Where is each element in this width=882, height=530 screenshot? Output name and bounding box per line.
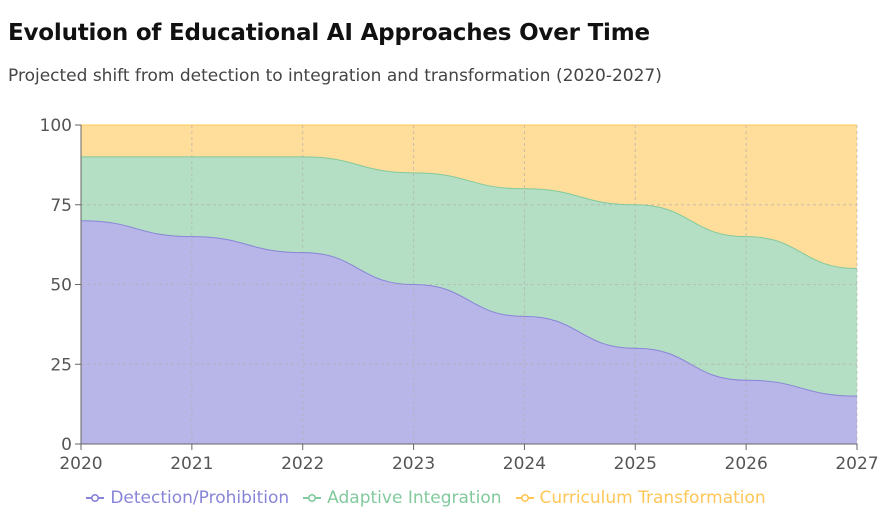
legend-item[interactable]: Curriculum Transformation: [515, 488, 766, 508]
area-curriculum-transformation: [81, 125, 857, 269]
y-tick-label: 100: [40, 116, 72, 136]
legend-label: Detection/Prohibition: [110, 488, 290, 508]
y-tick-label: 25: [50, 355, 72, 375]
legend-item[interactable]: Adaptive Integration: [303, 488, 502, 508]
area-layer: [81, 125, 857, 444]
line-adaptive-integration: [81, 156, 858, 270]
axes-layer: 0 25 50 75 100 2020 2021 2022 2023 2024 2025 2026 20…: [40, 116, 879, 474]
area-detection-prohibition: [81, 220, 857, 444]
legend-line-icon: [303, 493, 322, 503]
x-tick-label: 2027: [835, 454, 878, 474]
legend-line-icon: [86, 493, 105, 503]
series-line-layer: [80, 124, 858, 397]
area-adaptive-integration: [81, 156, 857, 397]
y-tick-label: 50: [50, 276, 72, 296]
x-tick-label: 2022: [281, 454, 324, 474]
chart-subtitle: Projected shift from detection to integr…: [8, 66, 662, 86]
legend-item[interactable]: Detection/Prohibition: [86, 488, 289, 508]
legend-label: Curriculum Transformation: [539, 488, 766, 508]
x-tick-label: 2024: [503, 454, 546, 474]
x-tick-label: 2020: [59, 454, 102, 474]
x-tick-label: 2025: [614, 454, 657, 474]
x-tick-label: 2021: [170, 454, 213, 474]
y-tick-label: 0: [61, 435, 72, 455]
chart-title: Evolution of Educational AI Approaches O…: [8, 20, 650, 46]
x-tick-label: 2026: [725, 454, 768, 474]
x-tick-label: 2023: [392, 454, 435, 474]
y-tick-label: 75: [50, 196, 72, 216]
legend-label: Adaptive Integration: [327, 488, 502, 508]
line-detection-prohibition: [80, 220, 858, 397]
chart-plot: 0 25 50 75 100 2020 2021 2022 2023 2024 2025 2026 20…: [40, 116, 879, 474]
chart-legend: Detection/Prohibition Adaptive Integratio…: [0, 486, 882, 510]
legend-line-icon: [515, 493, 534, 503]
